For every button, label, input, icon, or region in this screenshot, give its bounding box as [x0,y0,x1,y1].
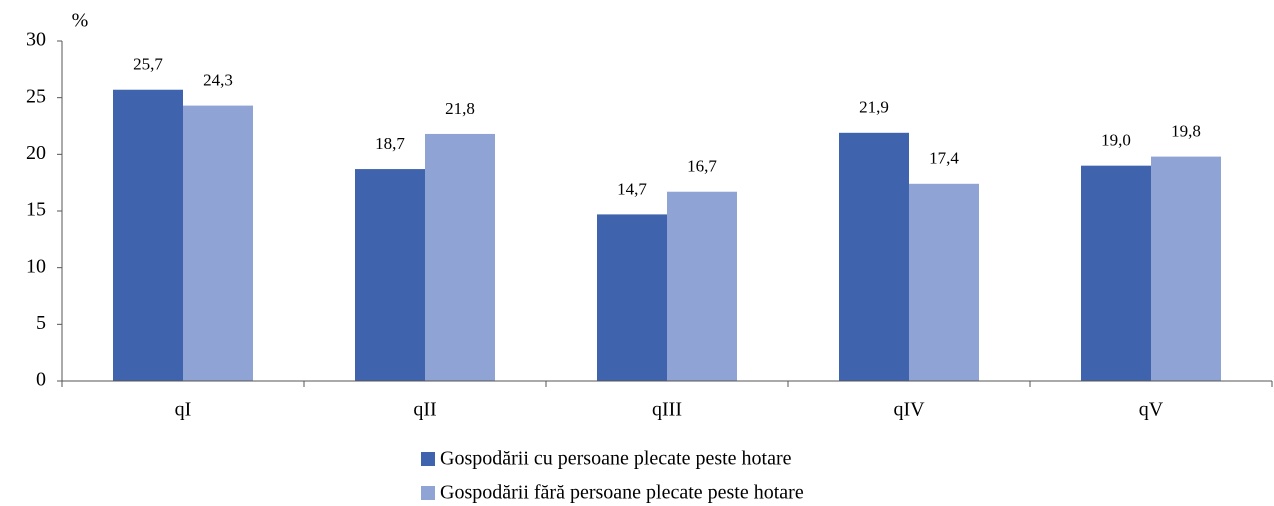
data-label: 17,4 [929,149,959,168]
data-label: 19,8 [1171,122,1201,141]
bar [355,169,425,381]
bar [1081,165,1151,381]
data-label: 21,9 [859,98,889,117]
y-tick-label: 5 [36,312,46,334]
y-tick-label: 20 [26,142,46,164]
data-label: 19,0 [1101,131,1131,150]
data-label: 14,7 [617,179,647,198]
bar [597,214,667,381]
data-label: 18,7 [375,134,405,153]
x-tick-label: qI [175,399,192,421]
y-tick-label: 10 [26,255,46,277]
y-tick-label: 15 [26,199,46,221]
data-label: 21,8 [445,99,475,118]
y-tick-label: 0 [36,369,46,391]
y-axis-label: % [72,10,89,32]
bar [909,183,979,381]
bar [183,105,253,381]
legend-swatch [421,486,435,500]
bar [839,132,909,381]
y-tick-label: 25 [26,85,46,107]
data-label: 16,7 [687,157,717,176]
legend-label: Gospodării cu persoane plecate peste hot… [440,448,792,470]
x-tick-label: qIV [893,399,925,421]
bar [425,133,495,381]
x-tick-label: qIII [652,399,682,421]
legend-swatch [421,452,435,466]
bar [667,191,737,381]
bar [1151,156,1221,381]
bar [113,89,183,381]
data-label: 24,3 [203,71,233,90]
data-label: 25,7 [133,55,163,74]
y-tick-label: 30 [26,29,46,51]
x-tick-label: qV [1139,399,1164,421]
x-tick-label: qII [413,399,436,421]
legend-label: Gospodării fără persoane plecate peste h… [440,482,804,504]
